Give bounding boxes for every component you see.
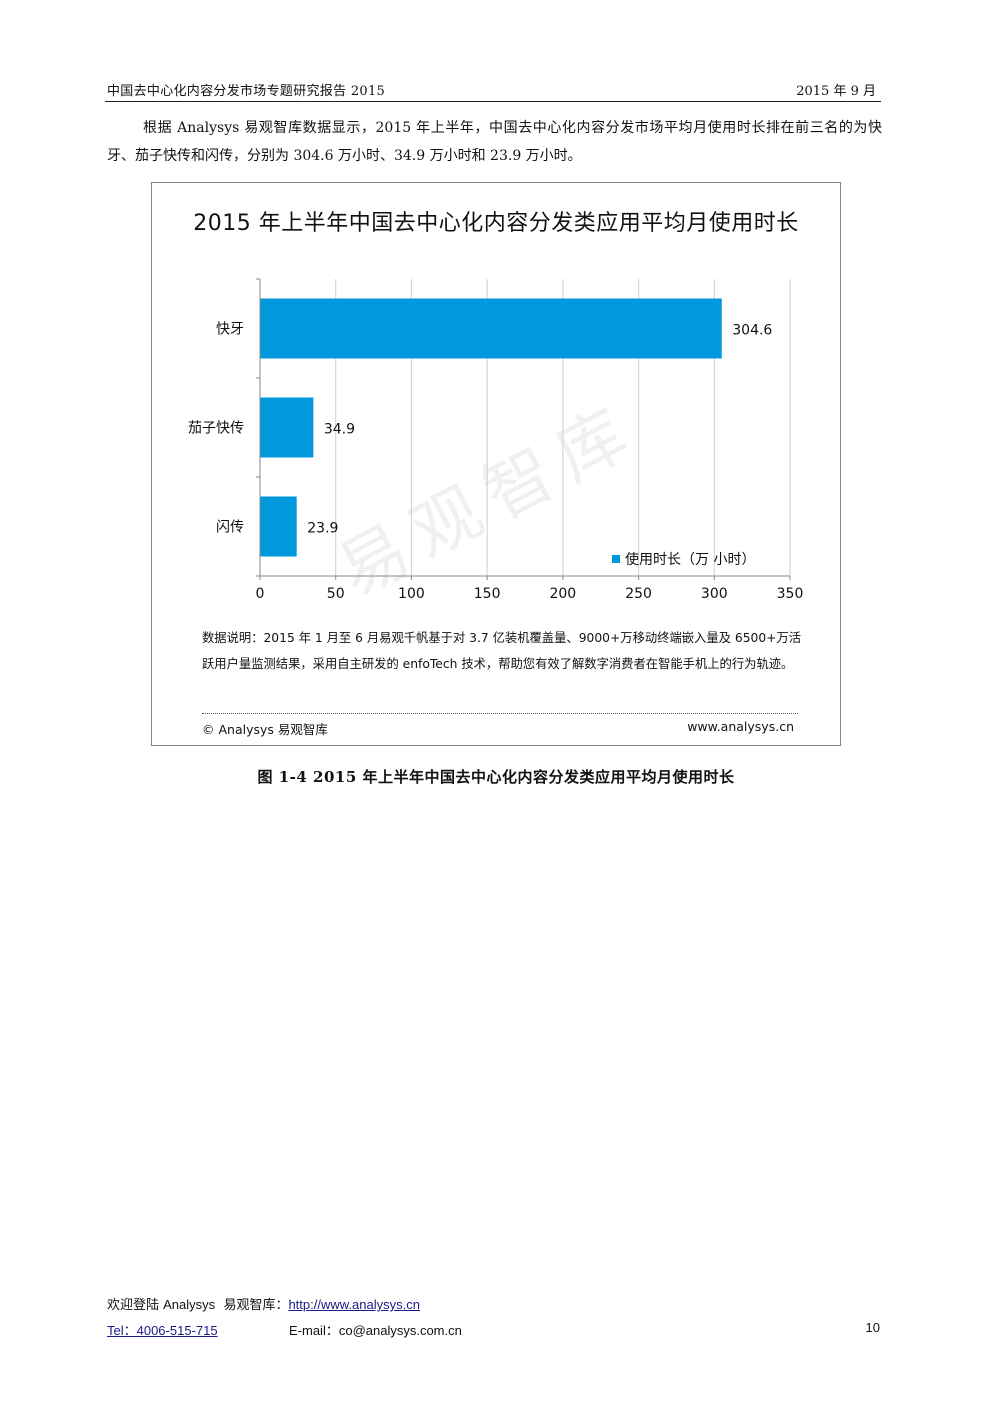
website-link[interactable]: http://www.analysys.cn [288,1297,420,1312]
bar-0 [260,298,722,359]
value-label-2: 23.9 [307,521,338,537]
intro-paragraph: 根据 Analysys 易观智库数据显示，2015 年上半年，中国去中心化内容分… [107,120,882,164]
data-note: 数据说明：2015 年 1 月至 6 月易观千帆基于对 3.7 亿装机覆盖量、9… [202,631,802,671]
welcome-text: 欢迎登陆 [107,1298,164,1313]
bar-chart: 0 50 100 150 200 250 300 350 快牙 304.6 茄子快传 34.9 闪传 23… [188,278,804,602]
value-label-0: 304.6 [732,323,772,339]
footer-email: E-mail：co@analysys.com.cn [289,1323,462,1338]
category-label-1: 茄子快传 [188,420,244,437]
x-tick-label-4: 200 [549,586,576,602]
chart-title: 2015 年上半年中国去中心化内容分发类应用平均月使用时长 [193,211,799,236]
x-tick-label-3: 150 [474,586,501,602]
copyright-text: © Analysys 易观智库 [202,722,328,737]
page-header-date: 2015 年 9 月 [796,84,876,99]
page-header-title: 中国去中心化内容分发市场专题研究报告 2015 [107,84,386,99]
bar-2 [260,496,297,557]
value-label-1: 34.9 [324,422,355,438]
legend-label: 使用时长（万 小时） [625,551,755,568]
x-tick-label-1: 50 [327,586,345,602]
figure-caption: 图 1-4 2015 年上半年中国去中心化内容分发类应用平均月使用时长 [257,768,735,786]
dotted-divider [202,713,798,714]
header-divider [105,101,881,102]
x-tick-label-7: 350 [777,586,804,602]
bar-1 [260,397,314,458]
footer-welcome: 欢迎登陆 Analysys 易观智库：http://www.analysys.c… [107,1294,420,1313]
figure-box: 2015 年上半年中国去中心化内容分发类应用平均月使用时长 易观智库 0 50 10… [151,182,841,746]
source-site: www.analysys.cn [687,719,794,734]
category-label-2: 闪传 [216,520,244,536]
category-label-0: 快牙 [216,322,244,338]
legend-swatch [612,555,620,563]
brand-name: Analysys [163,1297,216,1312]
x-tick-label-0: 0 [256,586,265,602]
page-number: 10 [865,1320,880,1335]
tel-link[interactable]: Tel：4006-515-715 [107,1323,218,1338]
x-tick-label-2: 100 [398,586,425,602]
footer-tel[interactable]: Tel：4006-515-715 [107,1320,218,1339]
x-tick-label-6: 300 [701,586,728,602]
brand-cn: 易观智库： [223,1298,289,1313]
x-tick-label-5: 250 [625,586,652,602]
